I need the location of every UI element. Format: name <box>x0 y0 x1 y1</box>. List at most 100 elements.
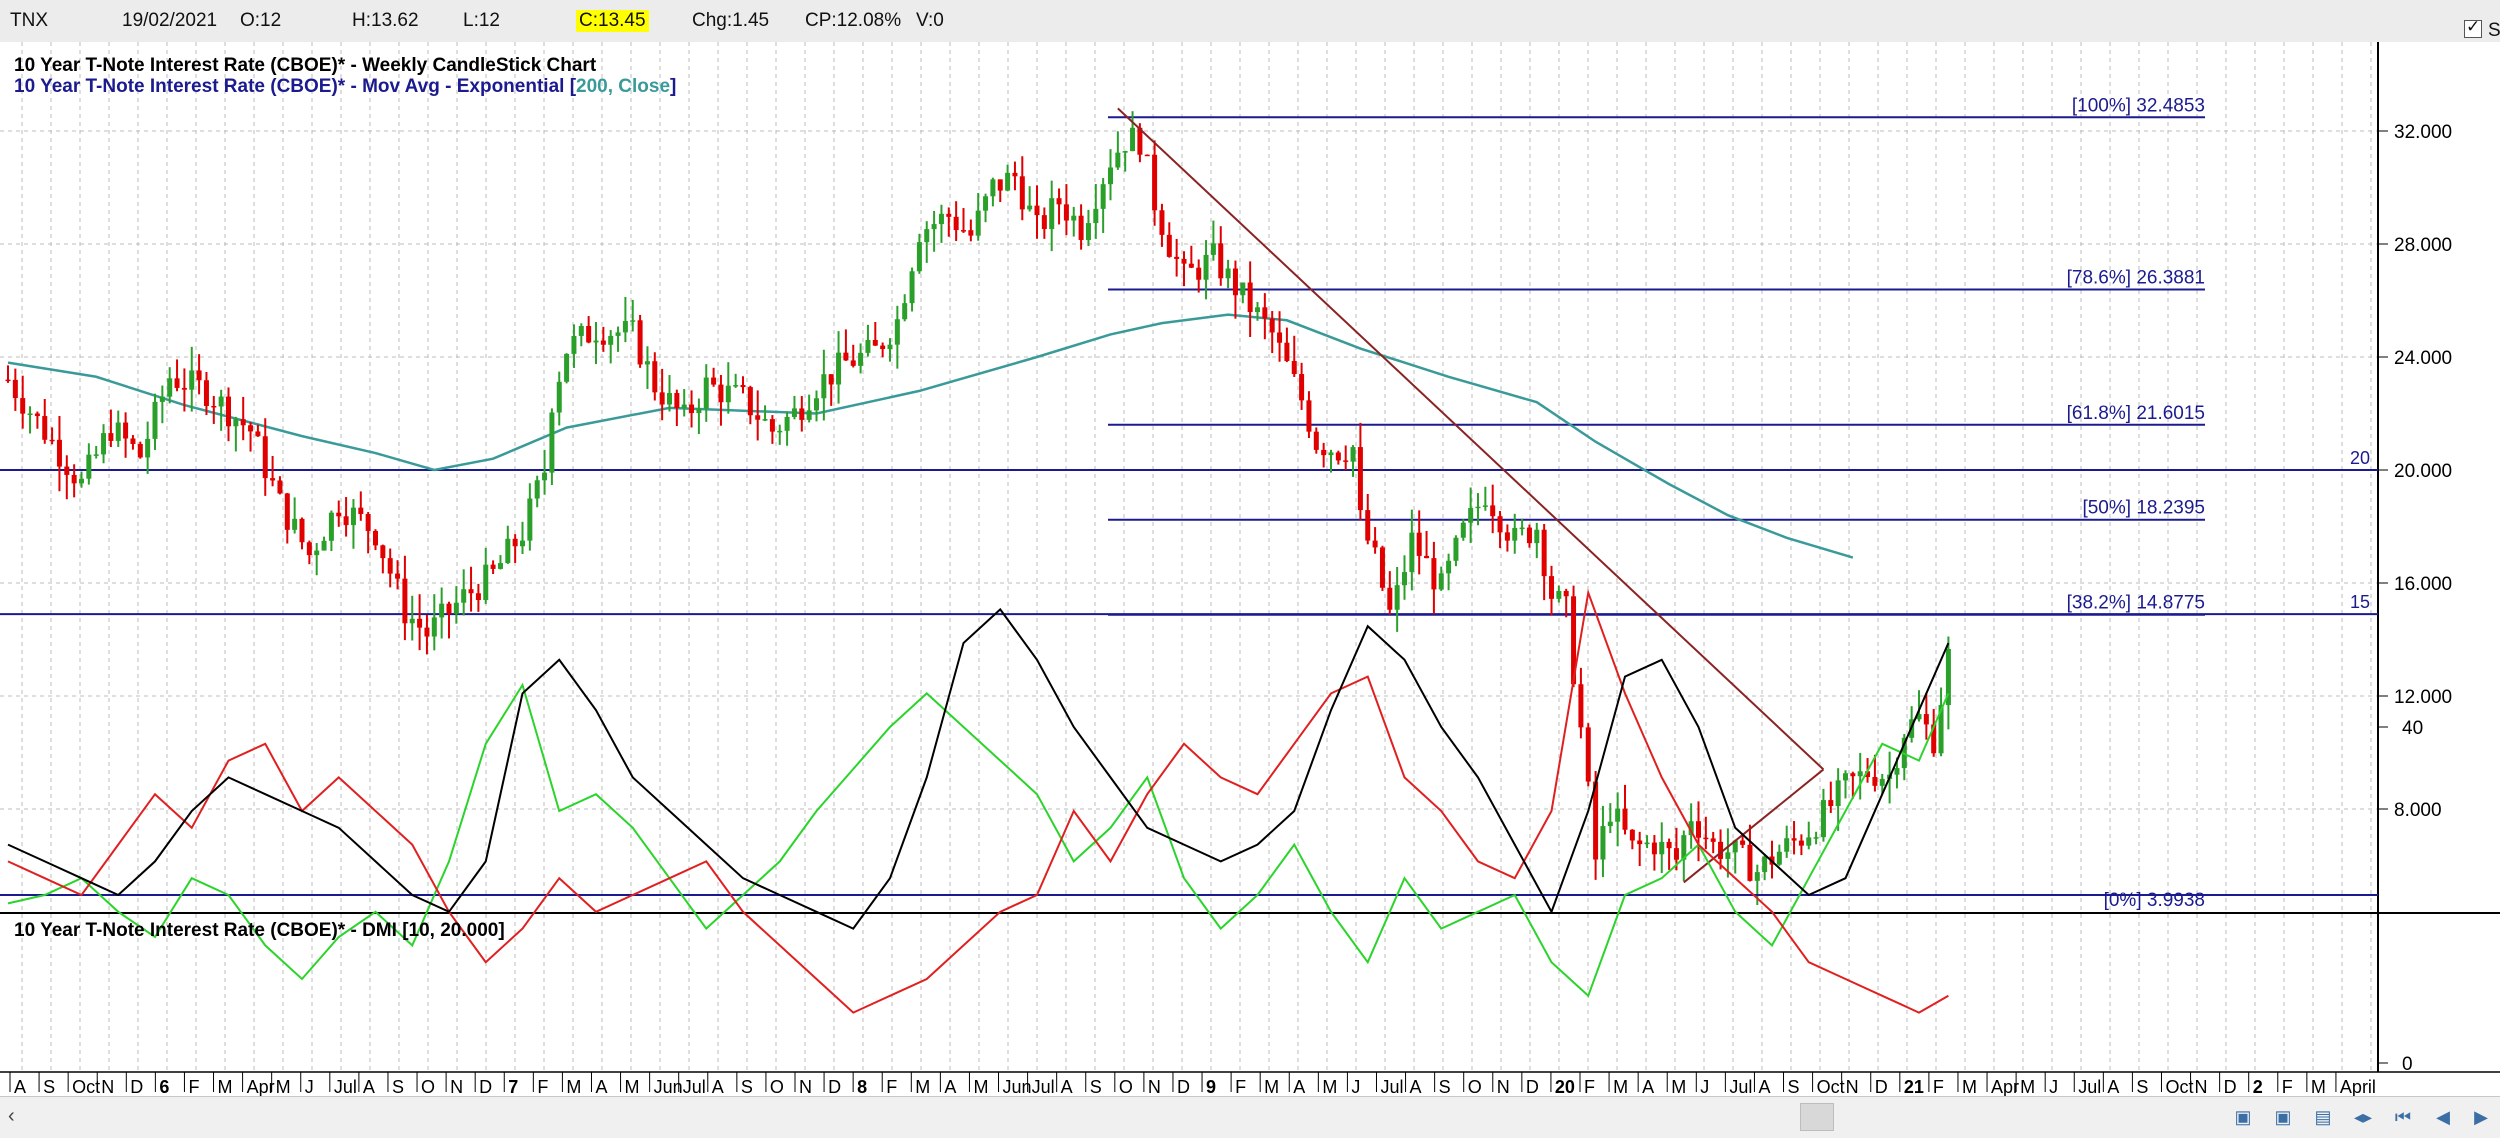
candle-up <box>814 398 819 411</box>
price-axis: 32.000 28.000 24.000 20.000 16.000 12.000 8.00… <box>2378 122 2452 821</box>
scrollbar[interactable]: ‹ ▣ ▣ ▤ ◂▸ ⏮ ◀ ▶ <box>0 1096 2500 1138</box>
candle-down <box>1291 360 1297 375</box>
scroll-both-icon[interactable]: ◂▸ <box>2353 1107 2373 1127</box>
candle-down <box>1696 821 1701 838</box>
show-last-checkbox[interactable] <box>2464 17 2482 38</box>
candle-down <box>1578 684 1584 728</box>
fib-level-label: [61.8%] 21.6015 <box>2067 403 2205 424</box>
price-tick-label: 12.000 <box>2394 687 2452 708</box>
time-tick-label: A <box>712 1077 724 1096</box>
candle-down <box>277 480 283 494</box>
candle-down <box>380 545 386 559</box>
candle-up <box>1255 307 1260 313</box>
candle-up <box>218 396 224 407</box>
candle-down <box>284 493 290 530</box>
candle-up <box>931 224 937 230</box>
time-tick-label: J <box>1700 1077 1709 1096</box>
candle-up <box>556 381 562 413</box>
time-tick-label: M <box>566 1077 581 1096</box>
next-icon[interactable]: ▶ <box>2474 1107 2488 1127</box>
candle-up <box>233 419 239 427</box>
candle-up <box>1600 826 1606 860</box>
candle-down <box>12 379 18 399</box>
candle-down <box>872 339 878 346</box>
candle-up <box>145 438 151 458</box>
candle-up <box>902 303 908 320</box>
candlesticks <box>5 111 1951 905</box>
time-tick-label: M <box>1613 1077 1628 1096</box>
ma-title-suffix: ] <box>670 76 676 97</box>
candle-down <box>1740 840 1746 845</box>
scroll-thumb[interactable] <box>1800 1103 1834 1131</box>
time-tick-label: S <box>392 1077 404 1096</box>
candle-down <box>1571 596 1577 685</box>
previous-icon[interactable]: ◀ <box>2436 1107 2450 1127</box>
candle-up <box>167 378 173 397</box>
candle-up <box>990 179 996 197</box>
zoom-in-icon[interactable]: ▣ <box>2234 1107 2252 1127</box>
time-tick-label: A <box>1410 1077 1422 1096</box>
time-tick-label: D <box>479 1077 492 1096</box>
zoom-fit-icon[interactable]: ▤ <box>2314 1107 2332 1127</box>
time-tick-label: F <box>1933 1077 1944 1096</box>
time-tick-label: Apr <box>247 1077 275 1096</box>
candle-up <box>630 320 636 322</box>
candle-up <box>1607 821 1613 827</box>
candle-up <box>1210 243 1216 255</box>
time-tick-label: 7 <box>508 1077 518 1096</box>
candle-up <box>1446 560 1452 574</box>
price-tick-label: 24.000 <box>2394 348 2452 369</box>
candle-up <box>79 478 84 484</box>
time-tick-label: S <box>2136 1077 2148 1096</box>
time-tick-label: J <box>2049 1077 2058 1096</box>
candle-down <box>1828 800 1834 807</box>
candle-down <box>850 360 856 366</box>
candle-down <box>137 443 143 458</box>
candle-up <box>1460 522 1466 538</box>
time-tick-label: A <box>944 1077 956 1096</box>
candle-up <box>1512 527 1518 541</box>
candle-down <box>1791 838 1797 841</box>
candle-up <box>189 370 195 390</box>
time-tick-label: F <box>537 1077 548 1096</box>
candle-up <box>681 404 687 408</box>
time-tick-label: S <box>741 1077 753 1096</box>
scroll-left-icon[interactable]: ‹ <box>8 1105 15 1127</box>
time-tick-label: M <box>1671 1077 1686 1096</box>
candle-down <box>1718 841 1724 859</box>
show-last-toggle[interactable]: Show Last <box>2464 10 2500 63</box>
candle-up <box>453 602 459 614</box>
candle-down <box>880 345 886 350</box>
candle-up <box>1813 837 1819 839</box>
candle-up <box>1615 808 1621 822</box>
dmi-series-line <box>7 588 1949 1014</box>
candle-up <box>622 321 628 333</box>
candle-down <box>174 378 180 388</box>
candle-up <box>909 271 915 304</box>
candle-down <box>1563 590 1569 597</box>
moving-average-line <box>7 313 1854 559</box>
candle-down <box>1651 842 1657 855</box>
candle-down <box>828 374 834 385</box>
time-tick-label: M <box>1322 1077 1337 1096</box>
candle-up <box>461 589 467 603</box>
candle-up <box>1071 215 1077 221</box>
candle-down <box>1343 460 1349 462</box>
candle-down <box>424 627 430 637</box>
time-tick-label: April <box>2340 1077 2376 1096</box>
time-tick-label: M <box>218 1077 233 1096</box>
candle-up <box>93 454 99 456</box>
candle-down <box>689 404 695 414</box>
candle-up <box>667 393 672 405</box>
candle-up <box>152 401 158 439</box>
candle-up <box>328 512 334 541</box>
candle-down <box>1063 204 1069 221</box>
candle-up <box>1350 447 1356 462</box>
zoom-out-icon[interactable]: ▣ <box>2274 1107 2292 1127</box>
candle-up <box>975 210 981 236</box>
first-page-icon[interactable]: ⏮ <box>2394 1107 2412 1127</box>
candle-up <box>1784 838 1790 852</box>
candle-up <box>1225 268 1231 279</box>
candle-down <box>475 593 481 601</box>
